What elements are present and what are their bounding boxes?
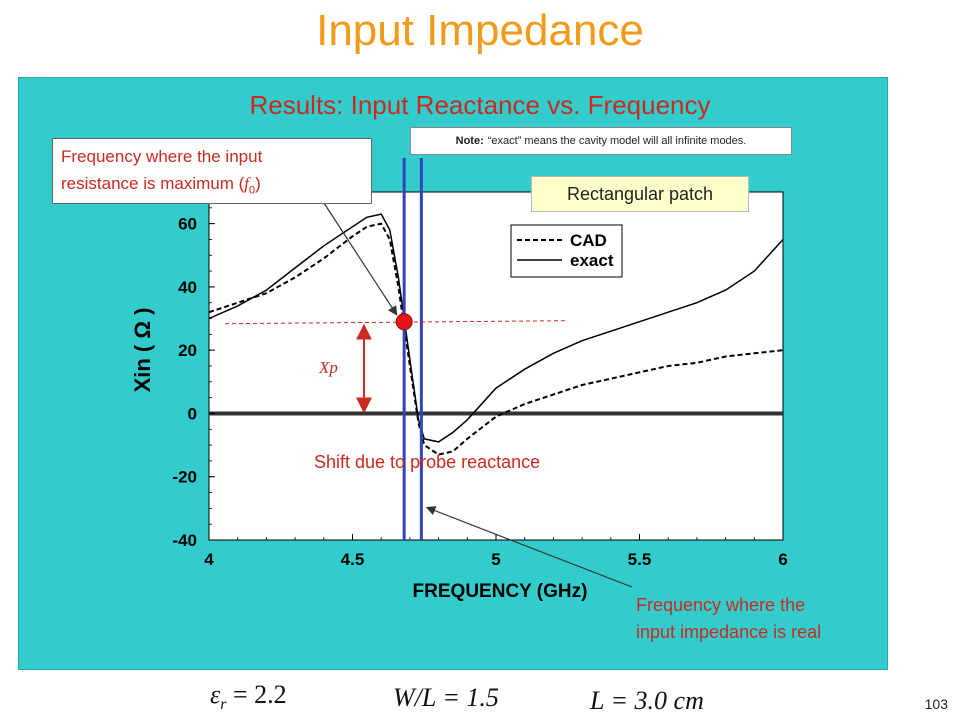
overlay-layer <box>224 158 633 588</box>
y-tick-label: -40 <box>172 531 197 550</box>
real-impedance-callout: Frequency where the input impedance is r… <box>636 592 821 646</box>
length-value: L = 3.0 cm <box>590 686 704 715</box>
series-line-cad <box>208 222 784 456</box>
series-line-exact <box>208 213 784 443</box>
wl-ratio: W/L = 1.5 <box>393 683 499 712</box>
real-callout-line2: input impedance is real <box>636 622 822 642</box>
real-callout-line1: Frequency where the <box>636 595 806 615</box>
resistance-callout-line2: resistance is maximum (f0) <box>61 174 261 197</box>
note-label: Note: <box>455 135 484 147</box>
legend-cad-label: CAD <box>570 231 607 250</box>
x-tick-label: 5 <box>491 550 500 569</box>
y-tick-label: 40 <box>178 278 197 297</box>
resistance-max-callout: Frequency where the input resistance is … <box>52 138 372 204</box>
panel-title: Results: Input Reactance vs. Frequency <box>249 90 711 120</box>
note-box: Note: “exact” means the cavity model wil… <box>410 127 792 155</box>
red-point-marker <box>395 313 413 331</box>
series-layer <box>208 213 784 456</box>
slide-number: 103 <box>924 696 948 712</box>
xp-reference-line <box>224 320 566 325</box>
y-tick-label: 20 <box>178 341 197 360</box>
rectangular-patch-label: Rectangular patch <box>531 176 749 212</box>
x-tick-label: 4.5 <box>341 550 365 569</box>
x-tick-label: 5.5 <box>628 550 652 569</box>
x-axis-label: FREQUENCY (GHz) <box>413 581 588 602</box>
y-axis-label: Xin ( Ω ) <box>130 308 155 393</box>
tick-layer: 4 4.5 5 5.5 6 60 40 20 0 -20 -40 <box>172 191 788 569</box>
x-tick-label: 6 <box>778 550 787 569</box>
legend: CAD exact <box>510 224 623 278</box>
legend-exact-label: exact <box>570 251 614 270</box>
real-callout-arrow <box>425 506 633 588</box>
y-tick-label: 0 <box>188 404 197 423</box>
shift-label: Shift due to probe reactance <box>314 452 541 472</box>
legend-box <box>510 224 623 278</box>
plot-area <box>208 191 784 541</box>
y-tick-label: -20 <box>172 468 197 487</box>
resistance-callout-line1: Frequency where the input <box>61 147 263 166</box>
slide-title: Input Impedance <box>316 6 644 55</box>
x-tick-label: 4 <box>204 550 214 569</box>
note-text: “exact” means the cavity model will all … <box>487 135 747 147</box>
epsilon-equation: εr = 2.2 <box>210 680 287 714</box>
xp-label: Xp <box>319 358 338 377</box>
resistance-callout-arrow <box>321 199 398 316</box>
y-tick-label: 60 <box>178 215 197 234</box>
